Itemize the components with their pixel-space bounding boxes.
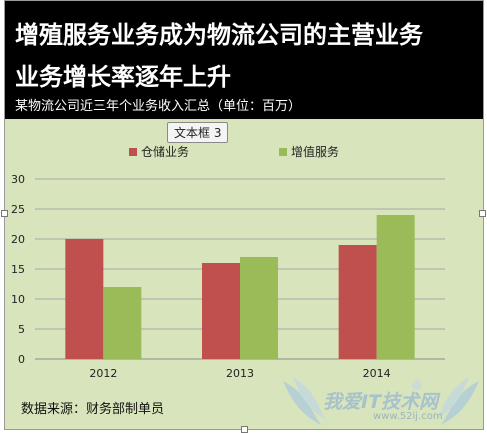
- bar: [338, 245, 377, 359]
- bar: [103, 287, 142, 359]
- bar: [240, 257, 278, 359]
- y-tick-label: 10: [11, 293, 25, 306]
- legend-swatch: [279, 148, 287, 156]
- y-tick-label: 15: [11, 263, 25, 276]
- chart-subtitle: 某物流公司近三年个业务收入汇总（单位：百万）: [15, 99, 302, 114]
- watermark-url: www.52ij.com: [373, 411, 443, 422]
- bar: [376, 215, 415, 359]
- textbox-label[interactable]: 文本框 3: [167, 122, 229, 143]
- x-tick-label: 2013: [226, 367, 254, 380]
- bar: [65, 239, 104, 359]
- watermark-logo: 我爱IT技术网 www.52ij.com: [277, 373, 485, 429]
- legend-label: 增值服务: [291, 144, 339, 159]
- y-tick-label: 25: [11, 203, 25, 216]
- y-tick-label: 5: [18, 323, 25, 336]
- chart-title-line-2: 业务增长率逐年上升: [15, 63, 231, 91]
- legend-label: 仓储业务: [141, 144, 189, 159]
- watermark-text: 我爱IT技术网: [323, 391, 439, 413]
- legend-swatch: [129, 148, 137, 156]
- chart-frame[interactable]: 增殖服务业务成为物流公司的主营业务 业务增长率逐年上升 某物流公司近三年个业务收…: [4, 0, 484, 430]
- title-banner: 增殖服务业务成为物流公司的主营业务 业务增长率逐年上升 某物流公司近三年个业务收…: [5, 1, 483, 119]
- y-tick-label: 0: [18, 353, 25, 366]
- x-tick-label: 2014: [363, 367, 391, 380]
- bar-chart: 0 5 10 15 20 25 30 2012 2013 2014 仓储业务 增值服务: [11, 144, 445, 380]
- data-source-note: 数据来源：财务部制单员: [21, 402, 165, 417]
- resize-handle-left[interactable]: [1, 210, 8, 217]
- bar: [202, 263, 240, 359]
- y-tick-label: 20: [11, 233, 25, 246]
- chart-title-line-1: 增殖服务业务成为物流公司的主营业务: [15, 21, 423, 49]
- x-tick-label: 2012: [89, 367, 117, 380]
- watermark-wings-icon: [283, 377, 479, 425]
- resize-handle-right[interactable]: [479, 210, 486, 217]
- y-tick-label: 30: [11, 173, 25, 186]
